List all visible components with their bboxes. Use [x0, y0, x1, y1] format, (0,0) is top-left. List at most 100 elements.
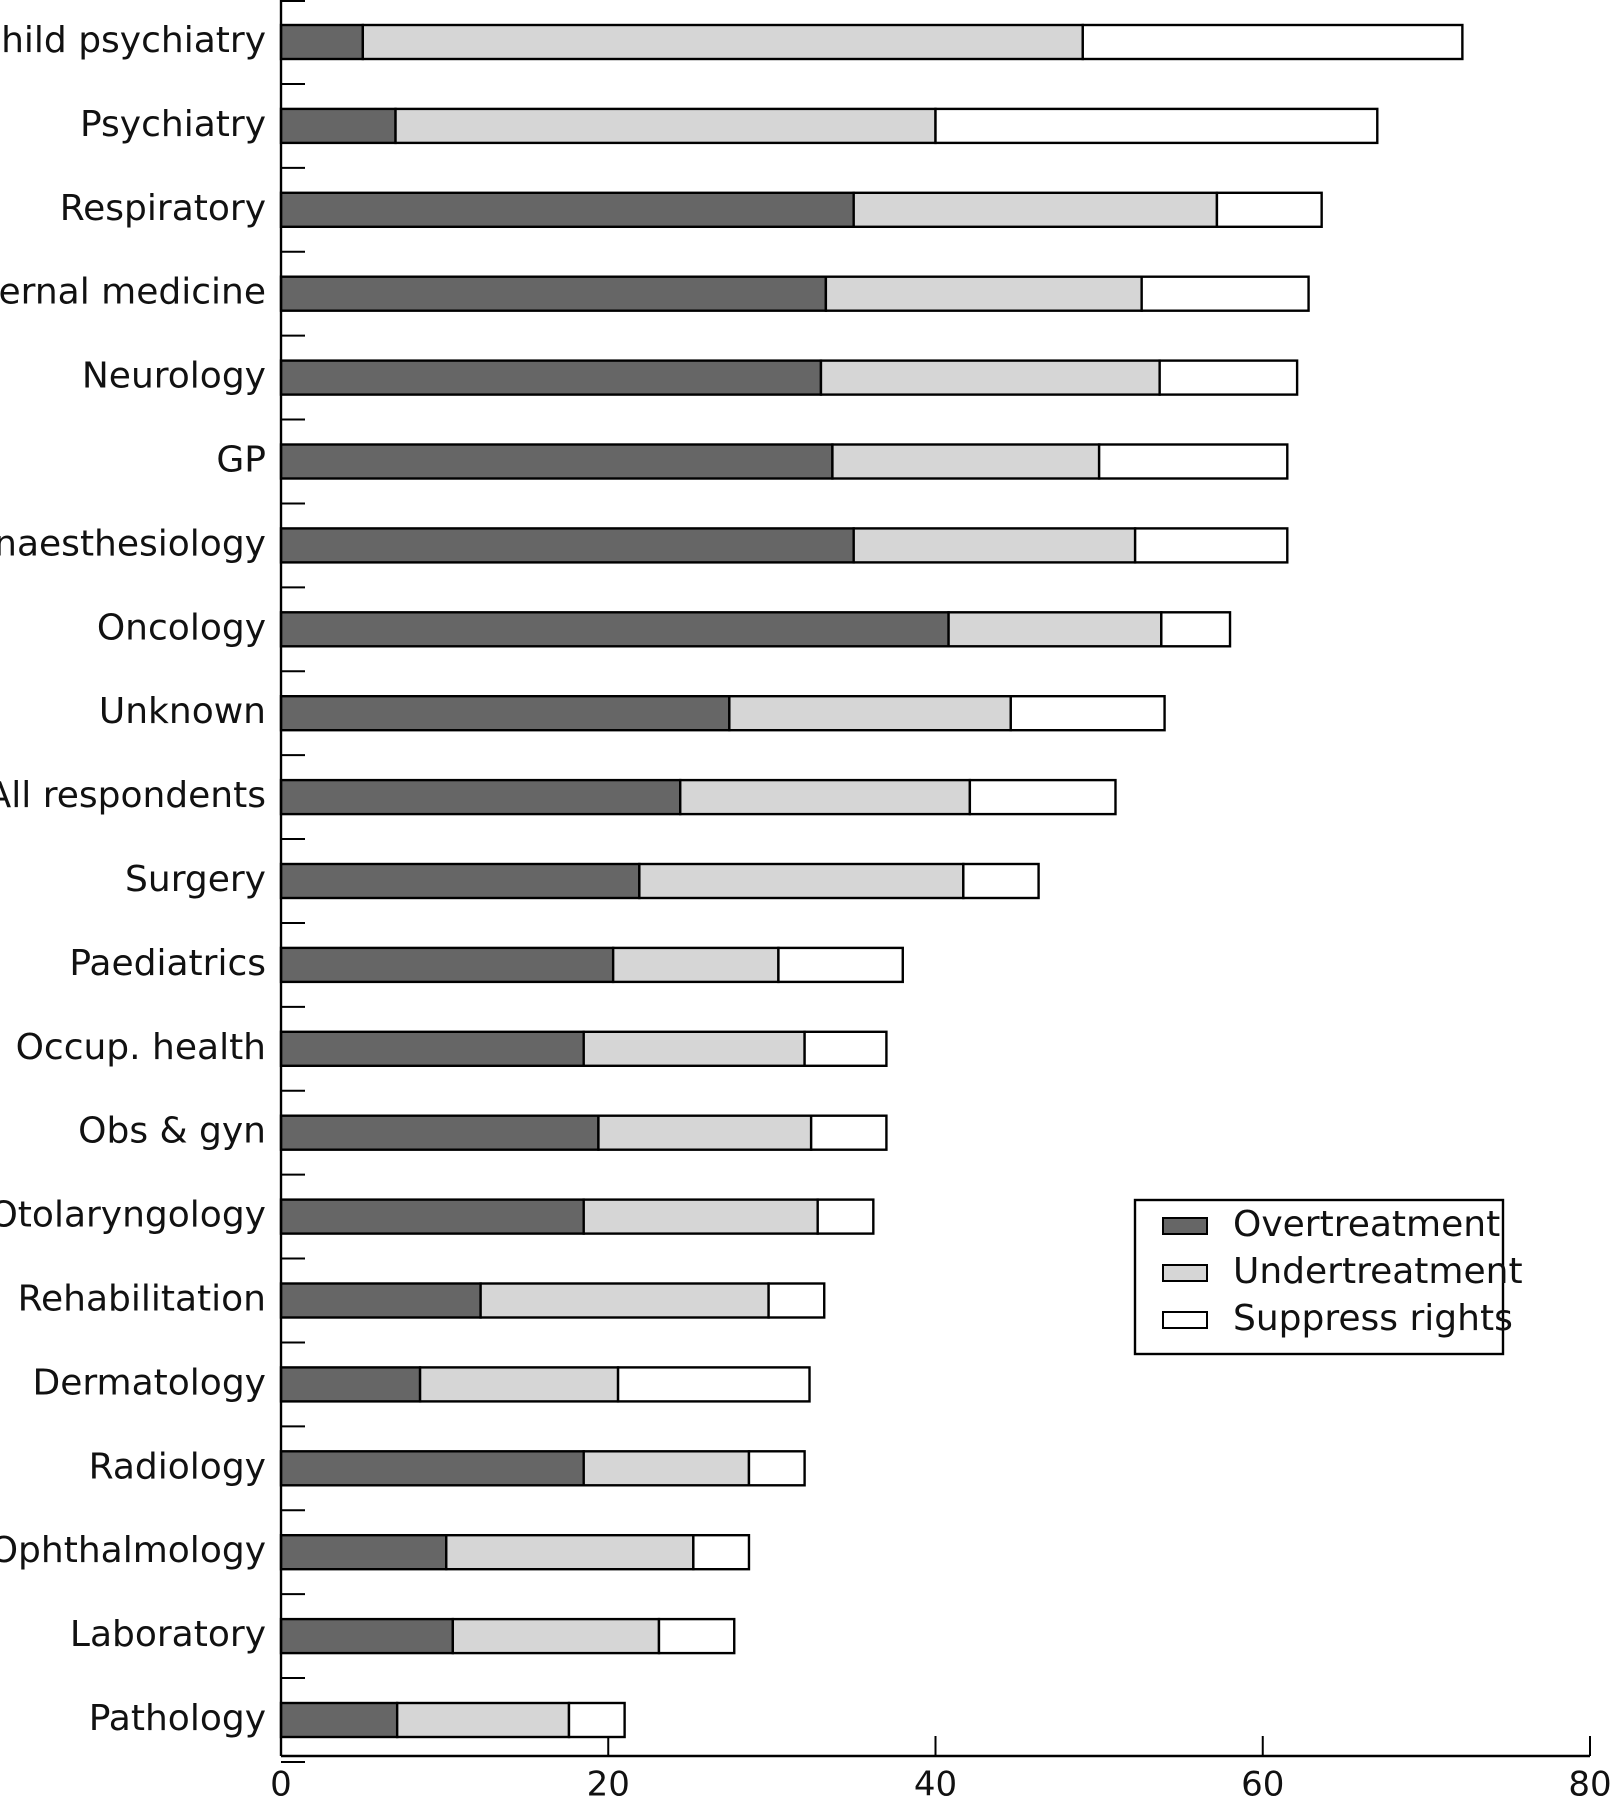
bar-group [279, 1366, 811, 1403]
legend-swatch [1162, 1217, 1208, 1235]
bar-overtreatment [279, 23, 365, 61]
bar-suppress-rights [616, 1366, 811, 1403]
bar-undertreatment [679, 778, 972, 816]
bar-undertreatment [582, 1450, 751, 1487]
bar-overtreatment [279, 611, 950, 648]
category-label: Child psychiatry [0, 20, 266, 61]
bar-suppress-rights [1140, 275, 1310, 312]
bar-suppress-rights [767, 1282, 826, 1319]
bar-group [279, 527, 1289, 564]
category-label: Surgery [125, 859, 266, 900]
bar-undertreatment [445, 1533, 695, 1571]
bar-suppress-rights [1081, 23, 1464, 61]
bar-undertreatment [819, 359, 1161, 396]
category-label: GP [216, 440, 266, 481]
legend-swatch [1162, 1311, 1208, 1329]
bar-overtreatment [279, 1198, 585, 1235]
bar-overtreatment [279, 862, 641, 900]
bar-overtreatment [279, 1617, 455, 1655]
category-label: Paediatrics [69, 943, 266, 984]
legend-label: Overtreatment [1233, 1204, 1500, 1245]
bar-group [279, 443, 1289, 480]
bar-suppress-rights [777, 946, 904, 984]
bar-group [279, 778, 1117, 816]
legend-label: Undertreatment [1233, 1251, 1523, 1292]
bar-overtreatment [279, 695, 731, 732]
category-label: Laboratory [70, 1614, 266, 1655]
category-label: Otolaryngology [0, 1195, 266, 1236]
bars-layer [279, 23, 1464, 1739]
category-label: Radiology [89, 1446, 266, 1487]
bar-overtreatment [279, 778, 682, 816]
bar-group [279, 1282, 826, 1319]
category-label: Neurology [82, 356, 266, 397]
bar-overtreatment [279, 275, 828, 312]
bar-suppress-rights [968, 778, 1117, 816]
bar-group [279, 946, 904, 984]
bar-overtreatment [279, 1533, 448, 1571]
bar-undertreatment [852, 527, 1137, 564]
bar-group [279, 275, 1310, 312]
bar-suppress-rights [567, 1701, 626, 1739]
bar-undertreatment [728, 695, 1012, 732]
bar-overtreatment [279, 1366, 422, 1403]
category-labels: Child psychiatry Psychiatry Respiratory Int… [0, 20, 266, 1739]
category-label: Rehabilitation [18, 1279, 266, 1320]
x-tick-label: 0 [270, 1765, 292, 1800]
bar-suppress-rights [1009, 695, 1166, 732]
bar-undertreatment [638, 862, 965, 900]
bar-suppress-rights [1097, 443, 1289, 480]
bar-undertreatment [451, 1617, 661, 1655]
bar-overtreatment [279, 946, 615, 984]
bar-undertreatment [395, 1701, 571, 1739]
bar-group [279, 1030, 888, 1068]
bar-group [279, 695, 1166, 732]
bar-group [279, 1450, 806, 1487]
bar-overtreatment [279, 1701, 399, 1739]
bar-undertreatment [611, 946, 780, 984]
bar-group [279, 191, 1323, 229]
bar-suppress-rights [1215, 191, 1323, 229]
bar-undertreatment [479, 1282, 770, 1319]
bar-suppress-rights [1158, 359, 1299, 396]
bar-group [279, 359, 1299, 396]
bar-suppress-rights [803, 1030, 888, 1068]
category-label: Psychiatry [80, 104, 266, 145]
category-label: Pathology [89, 1698, 266, 1739]
category-label: Dermatology [33, 1362, 267, 1403]
bar-undertreatment [852, 191, 1219, 229]
bar-undertreatment [947, 611, 1163, 648]
x-tick-label: 80 [1568, 1765, 1611, 1800]
bar-suppress-rights [747, 1450, 806, 1487]
category-label: Internal medicine [0, 272, 266, 313]
category-label: Occup. health [16, 1027, 266, 1068]
bar-suppress-rights [962, 862, 1040, 900]
bar-group [279, 1617, 736, 1655]
bar-group [279, 862, 1040, 900]
category-label: Anaesthesiology [0, 523, 266, 564]
bar-suppress-rights [809, 1114, 888, 1151]
bar-suppress-rights [934, 107, 1379, 145]
axes-layer: 0 20 40 60 80 [270, 0, 1611, 1800]
bar-group [279, 611, 1232, 648]
bar-suppress-rights [816, 1198, 875, 1235]
category-label: All respondents [0, 775, 266, 816]
bar-undertreatment [394, 107, 937, 145]
bar-group [279, 23, 1464, 61]
bar-overtreatment [279, 443, 834, 480]
category-label: Respiratory [60, 188, 266, 229]
bar-overtreatment [279, 359, 823, 396]
bar-overtreatment [279, 1114, 600, 1151]
bar-undertreatment [582, 1198, 819, 1235]
category-label: Unknown [99, 691, 266, 732]
bar-group [279, 1701, 626, 1739]
bar-overtreatment [279, 191, 855, 229]
bar-undertreatment [418, 1366, 620, 1403]
bar-group [279, 107, 1379, 145]
x-tick-label: 20 [587, 1765, 630, 1800]
category-label: Obs & gyn [78, 1111, 266, 1152]
bar-overtreatment [279, 107, 397, 145]
bar-undertreatment [831, 443, 1101, 480]
legend-swatch [1162, 1264, 1208, 1282]
